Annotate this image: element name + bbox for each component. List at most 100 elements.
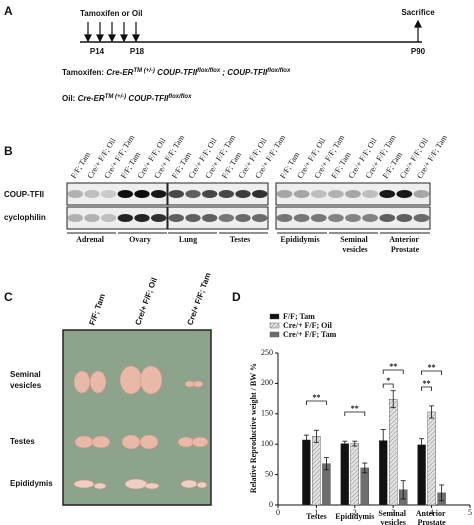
band	[379, 190, 396, 198]
category-label: Anterior Prostate	[416, 509, 448, 525]
band	[151, 190, 167, 198]
genotype-part: Tamoxifen:	[62, 68, 106, 77]
band	[101, 190, 117, 198]
genotype-part: ; COUP-TFII	[220, 68, 268, 77]
genotype-part: flox/flox	[267, 68, 291, 74]
legend-swatch	[269, 313, 280, 320]
band	[396, 214, 413, 222]
genotype-part: COUP-TFII	[126, 94, 169, 103]
legend-label: Cre/+ F/F; Tam	[283, 330, 337, 339]
tissue-label: Anterior Prostate	[389, 235, 421, 254]
error-bar	[303, 434, 309, 446]
tissue-label: Adrenal	[76, 235, 105, 244]
significance-label: **	[428, 363, 436, 372]
day-label: P18	[130, 47, 145, 56]
band	[101, 214, 117, 222]
band	[345, 190, 361, 198]
blot-box	[167, 182, 269, 206]
band	[413, 214, 430, 222]
error-bar	[362, 462, 368, 474]
blot-box	[66, 182, 168, 206]
genotype-part: flox/flox	[168, 94, 192, 100]
bar	[312, 436, 321, 506]
bar	[340, 443, 349, 506]
y-tick-label: 150	[261, 409, 273, 418]
genotype-part: Cre-ER	[106, 68, 133, 77]
band	[202, 214, 218, 222]
category-label: Seminal vesicles	[378, 509, 408, 525]
x-tick-label: 1	[314, 508, 318, 517]
genotype-part: Cre-ER	[78, 94, 105, 103]
endpoint-label: Sacrifice	[401, 8, 435, 17]
band	[84, 214, 100, 222]
significance-bracket	[382, 383, 394, 388]
band	[310, 190, 327, 198]
genotype-part: TM (+/-)	[133, 68, 155, 74]
tissue-label: Seminal vesicles	[340, 235, 370, 254]
band	[379, 214, 396, 222]
band	[362, 214, 378, 222]
genotype-part: COUP-TFII	[155, 68, 198, 77]
blot-box	[275, 206, 431, 230]
row-label: Epididymis	[10, 479, 53, 488]
band	[396, 190, 413, 198]
band	[117, 214, 133, 222]
band	[413, 190, 430, 198]
injection-arrows	[84, 19, 422, 43]
significance-bracket	[382, 369, 404, 374]
band	[218, 190, 234, 198]
error-bar	[323, 457, 329, 471]
row-label: Testes	[10, 437, 35, 446]
row-label: cyclophilin	[4, 213, 46, 222]
error-bar	[342, 440, 348, 447]
y-tick-label: 200	[261, 378, 273, 387]
significance-label: **	[423, 379, 431, 388]
error-bar	[390, 390, 396, 409]
row-label: COUP-TFII	[4, 190, 44, 199]
error-bar	[439, 484, 445, 502]
band	[235, 190, 251, 198]
genotype-part: flox/flox	[197, 68, 221, 74]
day-label: P14	[90, 47, 105, 56]
significance-label: **	[351, 404, 359, 413]
category-label: Epididymis	[335, 512, 374, 521]
band	[251, 214, 268, 222]
band	[168, 190, 184, 198]
significance-bracket	[421, 370, 442, 375]
genotype-part: TM (+/-)	[105, 94, 127, 100]
significance-label: **	[312, 393, 320, 402]
error-bar	[429, 405, 435, 419]
panel-label: A	[4, 4, 13, 18]
treatment-label: Tamoxifen or Oil	[80, 9, 143, 18]
x-tick-label: 5	[468, 508, 472, 517]
x-tick-label: 0	[276, 508, 280, 517]
tissue-label: Testes	[230, 235, 251, 244]
band	[328, 214, 344, 222]
band	[67, 214, 84, 222]
tissue-label: Lung	[179, 235, 197, 244]
band	[276, 190, 293, 198]
column-label: F/F; Tam	[87, 293, 107, 327]
x-tick-label: 4	[430, 508, 434, 517]
blot-box	[275, 182, 431, 206]
band	[185, 190, 201, 198]
legend-swatch	[269, 322, 280, 329]
genotype-part: Oil:	[62, 94, 78, 103]
x-tick-label: 2	[353, 508, 357, 517]
error-bar	[380, 429, 386, 452]
band	[362, 190, 378, 198]
band	[134, 190, 150, 198]
y-tick-label: 0	[269, 500, 273, 509]
panel-label: B	[4, 144, 13, 158]
bar	[350, 443, 359, 506]
band	[168, 214, 184, 222]
error-bar	[400, 480, 406, 500]
error-bar	[352, 440, 358, 447]
band	[328, 190, 344, 198]
y-tick-label: 250	[261, 348, 273, 357]
category-label: Testes	[306, 512, 327, 521]
tissue-label: Ovary	[129, 235, 151, 244]
column-label: Cre/+ F/F; Oil	[133, 276, 159, 326]
legend-label: F/F; Tam	[283, 312, 315, 321]
